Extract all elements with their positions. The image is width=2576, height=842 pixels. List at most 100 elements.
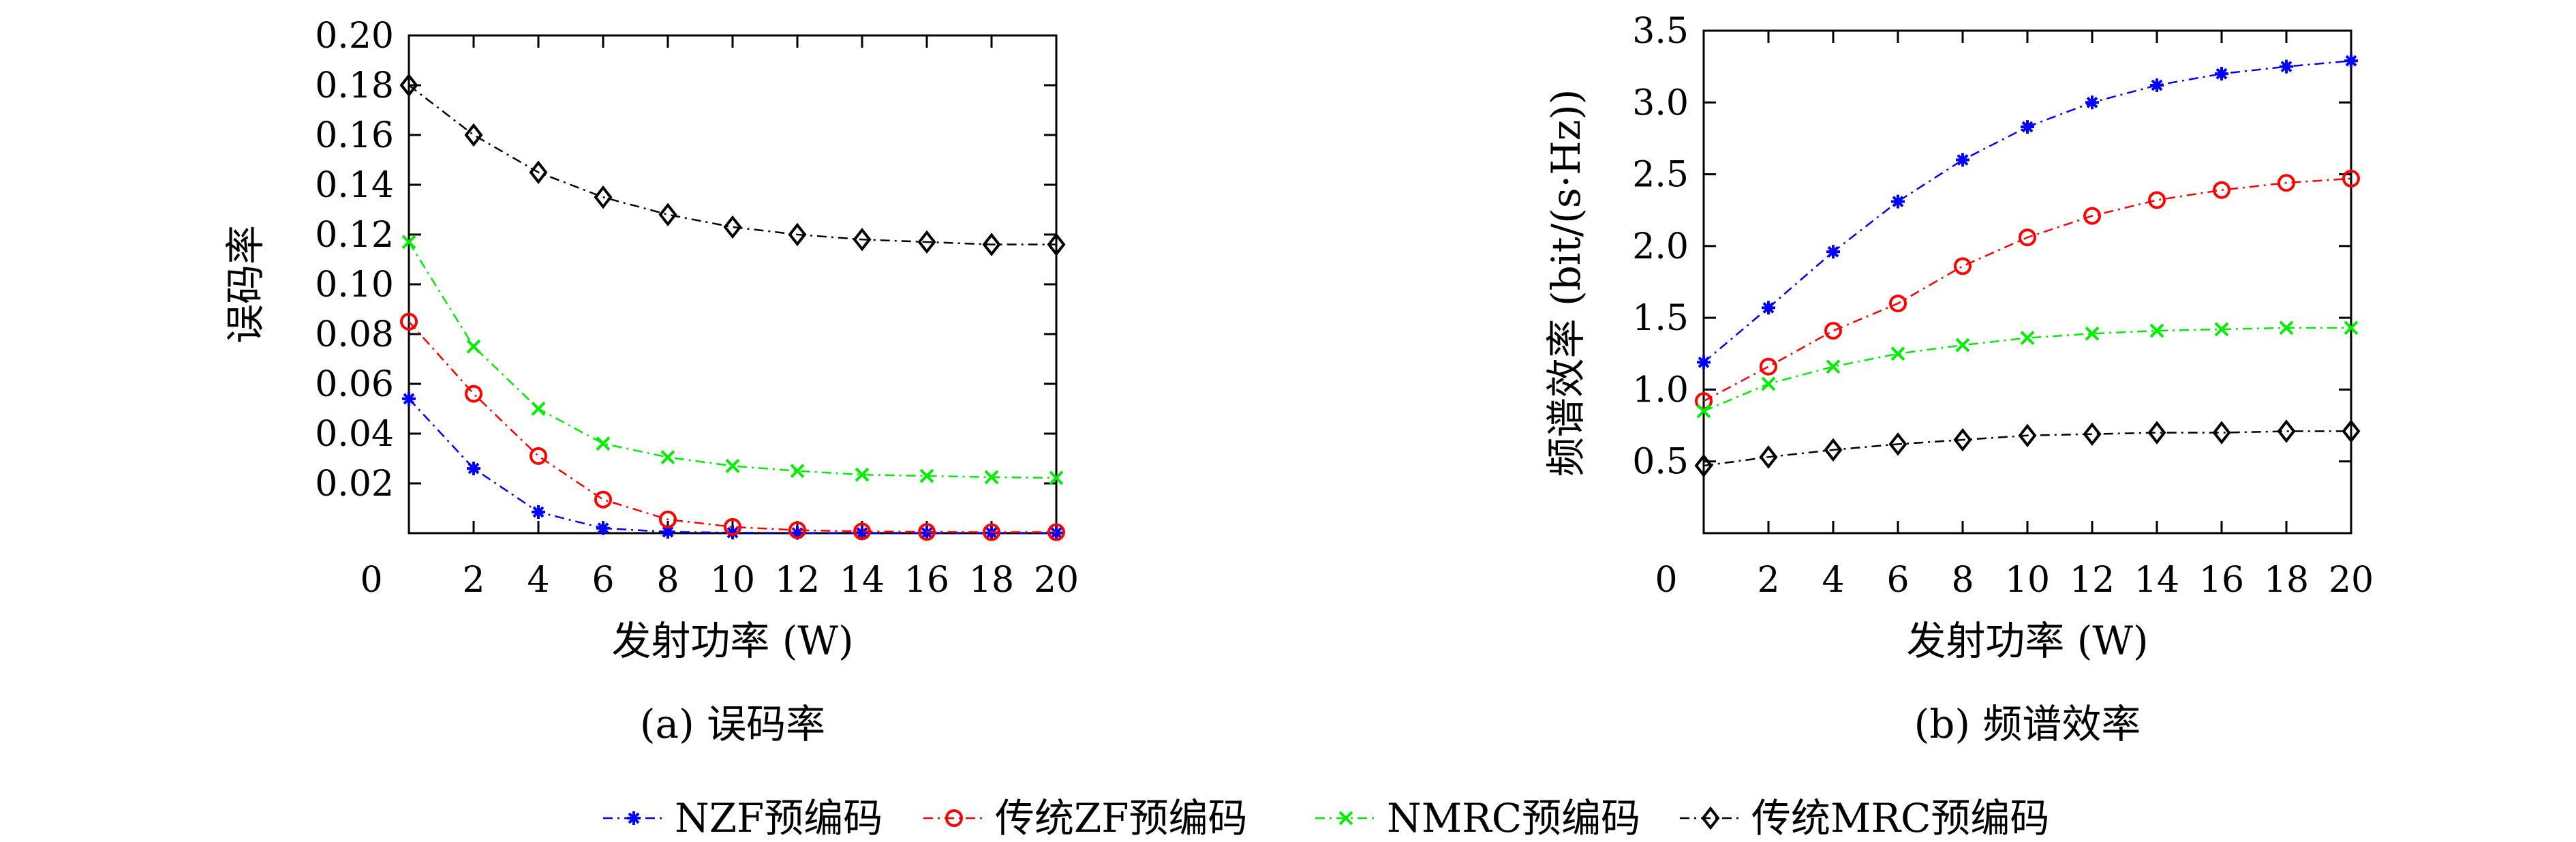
data-point-mrc xyxy=(2018,423,2037,448)
x-tick-label: 6 xyxy=(592,560,614,601)
data-point-mrc xyxy=(2083,422,2102,446)
data-point-mrc xyxy=(723,215,742,239)
data-point-nmrc xyxy=(984,470,999,485)
data-point-nzf xyxy=(596,521,610,535)
data-point-nzf xyxy=(1956,153,1969,167)
data-point-nmrc xyxy=(531,402,546,416)
data-point-mrc xyxy=(529,160,548,184)
data-point-nzf xyxy=(2085,95,2099,110)
y-tick-label: 0.16 xyxy=(315,115,394,156)
data-point-nmrc xyxy=(855,467,870,482)
data-point-mrc xyxy=(2212,421,2231,445)
data-point-nzf xyxy=(467,462,480,476)
data-point-zf xyxy=(1695,392,1713,410)
data-point-nmrc xyxy=(2344,320,2359,335)
legend-swatch-nmrc xyxy=(1315,811,1377,826)
data-point-zf xyxy=(2213,181,2230,199)
data-point-zf xyxy=(1889,295,1907,313)
y-tick-label: 2.5 xyxy=(1632,155,1689,196)
data-point-mrc xyxy=(1694,453,1713,478)
data-point-mrc xyxy=(2277,419,2296,443)
data-point-nzf xyxy=(661,525,675,539)
legend-marker-mrc xyxy=(1701,806,1720,830)
data-point-nmrc xyxy=(1761,376,1776,391)
data-point-mrc xyxy=(1824,438,1843,462)
x-axis-title-a: 发射功率 (W) xyxy=(611,618,853,664)
x-tick-label: 16 xyxy=(2199,560,2244,601)
data-point-nzf xyxy=(855,526,869,540)
caption-a: (a) 误码率 xyxy=(640,701,825,747)
data-point-mrc xyxy=(1047,232,1066,256)
data-point-zf xyxy=(2148,191,2166,209)
data-point-nmrc xyxy=(1696,404,1711,419)
data-point-mrc xyxy=(1888,432,1907,456)
series-nzf-b xyxy=(1697,54,2358,370)
data-point-zf xyxy=(2083,207,2101,225)
y-tick-label: 3.0 xyxy=(1632,82,1689,123)
data-point-nmrc xyxy=(1890,346,1905,361)
data-point-nmrc xyxy=(1826,359,1841,374)
data-point-nzf xyxy=(2215,67,2228,81)
plot-frame-b xyxy=(1702,29,2352,535)
series-line-zf xyxy=(1703,177,2352,402)
x-tick-label: 2 xyxy=(1757,560,1779,601)
legend-item-nmrc: NMRC预编码 xyxy=(1315,795,1640,841)
data-point-zf xyxy=(465,385,482,403)
series-line-zf xyxy=(408,320,1056,533)
data-point-nmrc xyxy=(596,436,611,451)
series-group-b xyxy=(1694,54,2361,478)
data-point-zf xyxy=(1047,523,1065,541)
series-group-a xyxy=(399,73,1066,541)
x-ticks-b: 2 4 6 8 10 12 14 16 18 20 xyxy=(1702,31,2374,601)
series-line-nzf xyxy=(1703,59,2352,363)
data-point-nzf xyxy=(402,391,416,406)
legend-label-mrc: 传统MRC预编码 xyxy=(1751,795,2049,841)
series-line-mrc xyxy=(408,85,1056,245)
y-tick-label: 0.20 xyxy=(315,16,394,57)
panel-a: 0.02 0.04 0.06 0.08 0.10 0.12 0.14 0.16 0.18 0.20… xyxy=(222,16,1079,747)
x-tick-label: 18 xyxy=(969,560,1014,601)
data-point-nzf xyxy=(2021,120,2034,134)
data-point-mrc xyxy=(2147,421,2166,445)
data-point-nzf xyxy=(920,526,934,540)
y-tick-label: 3.5 xyxy=(1632,11,1689,52)
data-point-nzf xyxy=(1762,301,1775,315)
data-point-zf xyxy=(2278,174,2295,192)
x-tick-label: 12 xyxy=(2070,560,2115,601)
legend: NZF预编码 传统ZF预编码 NMRC预编码 传统MRC预编码 xyxy=(603,795,2049,841)
data-point-nmrc xyxy=(2214,322,2229,337)
legend-label-nmrc: NMRC预编码 xyxy=(1387,795,1640,841)
data-point-nmrc xyxy=(1049,470,1064,485)
y-axis-title-b: 频谱效率 (bit/(s·Hz)) xyxy=(1543,89,1589,477)
x-tick-label: 14 xyxy=(2134,560,2179,601)
x-tick-label: 10 xyxy=(2005,560,2050,601)
plot-frame-a xyxy=(408,34,1058,535)
legend-marker-nzf xyxy=(627,811,641,825)
data-point-nzf xyxy=(2280,59,2293,74)
panel-b: 0.5 1.0 1.5 2.0 2.5 3.0 3.5 2 4 6 8 10 12 14 16 18 20 0… xyxy=(1543,11,2374,747)
caption-b: (b) 频谱效率 xyxy=(1914,701,2141,747)
data-point-mrc xyxy=(594,185,613,209)
y-origin-label-a: 0 xyxy=(360,560,382,601)
y-tick-label: 0.06 xyxy=(315,364,394,405)
series-mrc-a xyxy=(399,73,1066,256)
x-tick-label: 20 xyxy=(1034,560,1079,601)
data-point-nzf xyxy=(1826,245,1840,259)
y-tick-label: 0.14 xyxy=(315,165,394,206)
data-point-nzf xyxy=(532,505,545,519)
data-point-nmrc xyxy=(401,235,416,250)
x-tick-label: 10 xyxy=(710,560,755,601)
series-line-nmrc xyxy=(408,241,1057,479)
data-point-nmrc xyxy=(725,459,740,473)
data-point-nzf xyxy=(1697,355,1711,370)
x-axis-title-b: 发射功率 (W) xyxy=(1906,618,2148,664)
legend-item-nzf: NZF预编码 xyxy=(603,795,883,841)
y-tick-label: 2.0 xyxy=(1632,226,1689,267)
data-point-nmrc xyxy=(2149,323,2164,338)
data-point-zf xyxy=(2019,228,2036,247)
x-tick-label: 12 xyxy=(775,560,820,601)
data-point-mrc xyxy=(1953,427,1972,452)
x-tick-label: 4 xyxy=(1822,560,1844,601)
x-tick-label: 8 xyxy=(1951,560,1974,601)
